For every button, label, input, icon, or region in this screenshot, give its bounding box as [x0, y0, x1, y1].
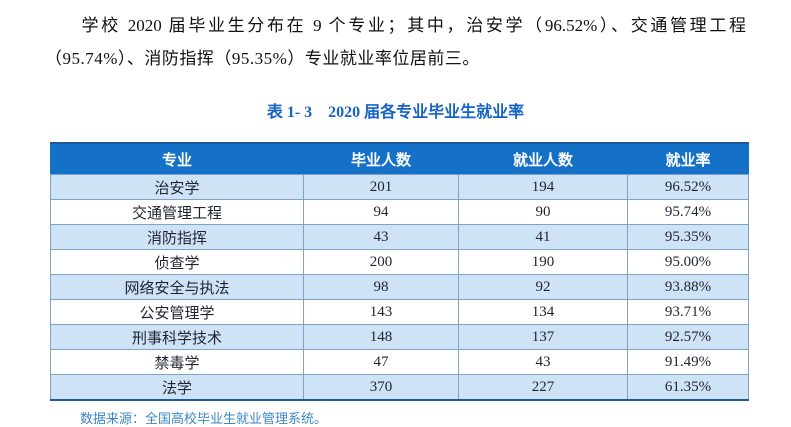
cell-major: 交通管理工程: [50, 199, 304, 225]
cell-employed: 90: [458, 199, 628, 225]
data-source-note: 数据来源：全国高校毕业生就业管理系统。: [80, 411, 328, 426]
cell-rate: 95.74%: [627, 199, 749, 225]
cell-rate: 96.52%: [627, 174, 749, 200]
cell-employed: 190: [458, 249, 628, 275]
cell-rate: 95.00%: [627, 249, 749, 275]
cell-graduates: 94: [303, 199, 459, 225]
cell-employed: 134: [458, 299, 628, 325]
cell-employed: 41: [458, 224, 628, 250]
cell-graduates: 98: [303, 274, 459, 300]
table-row: 侦查学 200 190 95.00%: [50, 249, 749, 275]
cell-major: 网络安全与执法: [50, 274, 304, 300]
table-row: 治安学 201 194 96.52%: [50, 174, 749, 200]
intro-paragraph: 学校 2020 届毕业生分布在 9 个专业；其中，治安学（96.52%）、交通管…: [45, 9, 746, 75]
cell-graduates: 143: [303, 299, 459, 325]
cell-graduates: 200: [303, 249, 459, 275]
cell-rate: 93.88%: [627, 274, 749, 300]
cell-major: 消防指挥: [50, 224, 304, 250]
cell-employed: 227: [458, 374, 628, 401]
employment-rate-table: 专业 毕业人数 就业人数 就业率 治安学 201 194 96.52% 交通管理…: [50, 142, 749, 401]
cell-employed: 137: [458, 324, 628, 350]
table-row: 消防指挥 43 41 95.35%: [50, 224, 749, 250]
cell-rate: 91.49%: [627, 349, 749, 375]
table-header-row: 专业 毕业人数 就业人数 就业率: [50, 142, 749, 175]
table-row: 刑事科学技术 148 137 92.57%: [50, 324, 749, 350]
header-cell-rate: 就业率: [627, 142, 749, 175]
cell-major: 刑事科学技术: [50, 324, 304, 350]
cell-graduates: 370: [303, 374, 459, 401]
header-cell-major: 专业: [50, 142, 304, 175]
cell-rate: 93.71%: [627, 299, 749, 325]
table-row: 法学 370 227 61.35%: [50, 374, 749, 401]
header-cell-employed: 就业人数: [458, 142, 628, 175]
paragraph-line: 学校 2020 届毕业生分布在 9 个专业；其中，治安学（96.52%）、交通管…: [81, 16, 746, 35]
table-row: 交通管理工程 94 90 95.74%: [50, 199, 749, 225]
table-row: 公安管理学 143 134 93.71%: [50, 299, 749, 325]
cell-major: 禁毒学: [50, 349, 304, 375]
cell-major: 法学: [50, 374, 304, 401]
cell-major: 治安学: [50, 174, 304, 200]
cell-rate: 95.35%: [627, 224, 749, 250]
cell-rate: 61.35%: [627, 374, 749, 401]
document-page: 学校 2020 届毕业生分布在 9 个专业；其中，治安学（96.52%）、交通管…: [45, 0, 749, 427]
header-cell-graduates: 毕业人数: [303, 142, 459, 175]
cell-employed: 43: [458, 349, 628, 375]
cell-major: 公安管理学: [50, 299, 304, 325]
cell-major: 侦查学: [50, 249, 304, 275]
cell-employed: 92: [458, 274, 628, 300]
cell-graduates: 43: [303, 224, 459, 250]
cell-graduates: 201: [303, 174, 459, 200]
cell-graduates: 47: [303, 349, 459, 375]
table-row: 网络安全与执法 98 92 93.88%: [50, 274, 749, 300]
paragraph-line: （95.74%）、消防指挥（95.35%）专业就业率位居前三。: [45, 49, 480, 68]
cell-graduates: 148: [303, 324, 459, 350]
table-caption: 表 1- 3 2020 届各专业毕业生就业率: [266, 104, 525, 121]
cell-rate: 92.57%: [627, 324, 749, 350]
cell-employed: 194: [458, 174, 628, 200]
table-row: 禁毒学 47 43 91.49%: [50, 349, 749, 375]
